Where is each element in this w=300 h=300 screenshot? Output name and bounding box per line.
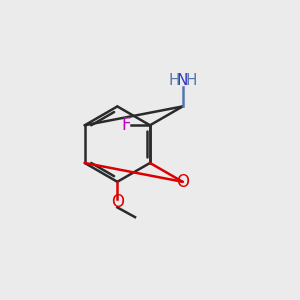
Text: O: O [111, 194, 124, 211]
Text: N: N [177, 73, 188, 88]
Text: O: O [176, 173, 189, 191]
Text: F: F [122, 116, 131, 134]
Text: H: H [186, 73, 197, 88]
Text: H: H [168, 73, 180, 88]
